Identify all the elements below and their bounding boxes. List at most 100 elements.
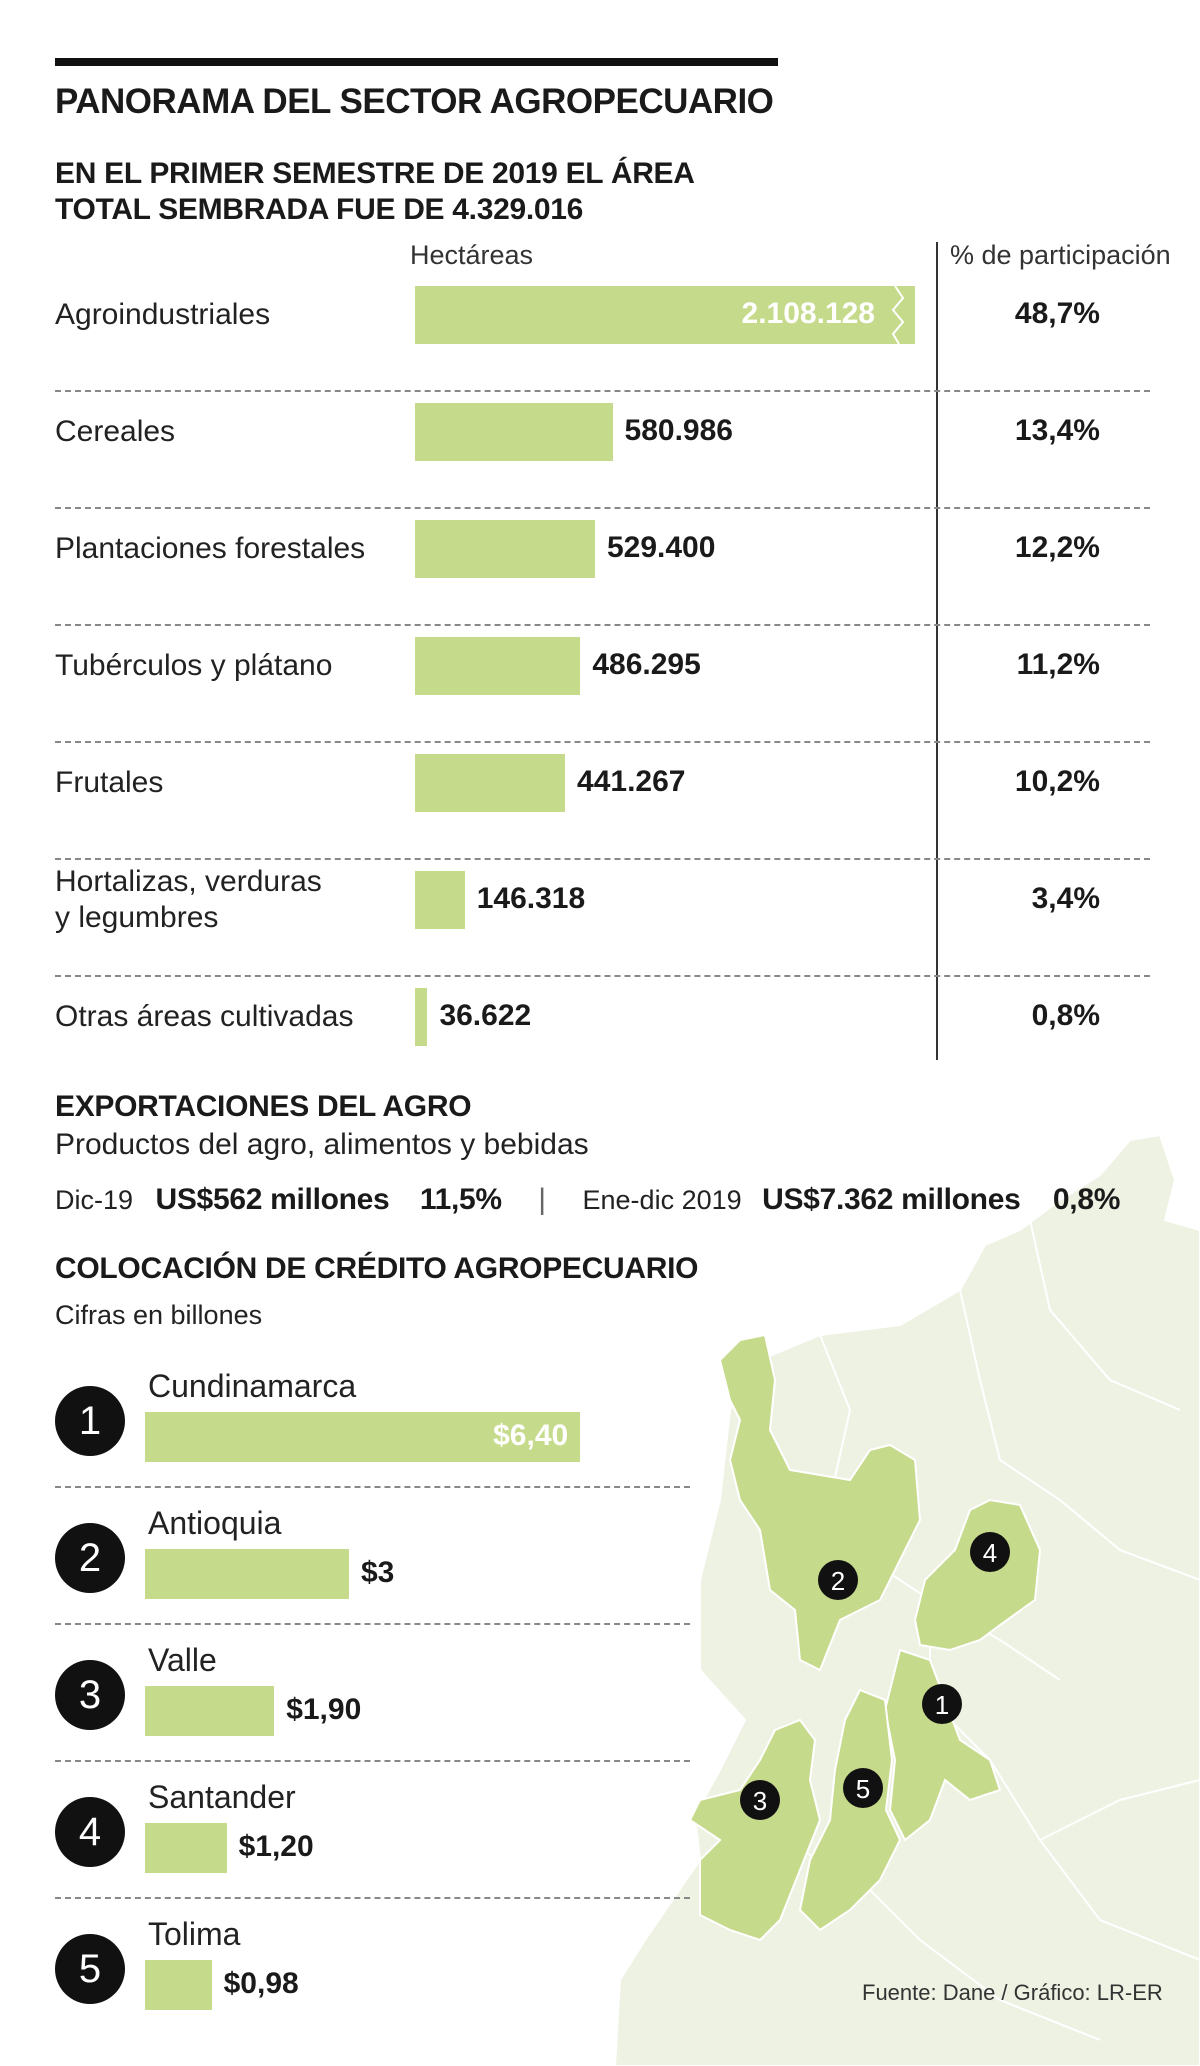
row-label-6: Hortalizas, verduras y legumbres — [55, 864, 322, 936]
credit-subtitle: Cifras en billones — [55, 1300, 263, 1330]
department-name-3: Valle — [148, 1642, 217, 1678]
value-label-5: 441.267 — [577, 765, 686, 798]
row-label-line: y legumbres — [55, 901, 219, 934]
page-title: PANORAMA DEL SECTOR AGROPECUARIO — [55, 82, 774, 121]
exports-dec-value: US$562 millones — [155, 1183, 390, 1216]
value-label-6: 146.318 — [476, 882, 586, 915]
rank-badge-4: 4 — [55, 1797, 125, 1867]
exports-separator: | — [538, 1183, 547, 1216]
bar-7 — [415, 988, 428, 1046]
share-label-1: 48,7% — [1014, 297, 1100, 330]
exports-year-value: US$7.362 millones — [762, 1183, 1021, 1216]
row-label-line: Plantaciones forestales — [55, 532, 366, 565]
credit-value-4: $1,20 — [238, 1830, 314, 1863]
exports-year-pct: 0,8% — [1052, 1183, 1121, 1216]
exports-dec-pct: 11,5% — [419, 1183, 502, 1216]
bar-3 — [415, 520, 595, 578]
value-label-2: 580.986 — [624, 414, 733, 447]
bar-4 — [415, 637, 581, 695]
credit-value-2: $3 — [361, 1556, 395, 1589]
column-header-participacion: % de participación — [950, 240, 1171, 270]
rank-badge-2: 2 — [55, 1523, 125, 1593]
column-header-hectareas: Hectáreas — [410, 240, 534, 270]
rank-badge-3: 3 — [55, 1660, 125, 1730]
row-label-1: Agroindustriales — [55, 297, 270, 333]
value-label-3: 529.400 — [606, 531, 716, 564]
bar-2 — [415, 403, 613, 461]
row-label-2: Cereales — [55, 414, 175, 450]
credit-bar-4 — [145, 1823, 227, 1873]
map-marker-3: 3 — [753, 1786, 767, 1816]
dept-antioquia — [718, 1333, 922, 1672]
row-label-7: Otras áreas cultivadas — [55, 999, 353, 1035]
exports-title: EXPORTACIONES DEL AGRO — [55, 1090, 472, 1123]
dept-santander — [913, 1498, 1042, 1652]
row-label-line: Otras áreas cultivadas — [55, 1000, 354, 1033]
top-rule — [55, 58, 778, 66]
credit-row-separator — [55, 1486, 690, 1488]
row-label-line: Frutales — [55, 766, 164, 799]
bar-1 — [415, 286, 915, 344]
credit-row-separator — [55, 1760, 690, 1762]
row-label-line: Agroindustriales — [55, 298, 271, 331]
department-name-4: Santander — [148, 1779, 296, 1815]
row-separator — [55, 975, 1150, 977]
value-label-1: 2.108.128 — [741, 297, 875, 330]
credit-bar-1 — [145, 1412, 581, 1462]
credit-value-1: $6,40 — [493, 1419, 569, 1452]
column-divider — [936, 242, 938, 1060]
dept-tolima — [798, 1688, 902, 1932]
row-separator — [55, 858, 1150, 860]
bar-6 — [415, 871, 465, 929]
highlighted-departments — [688, 1333, 1042, 1942]
map-marker-1: 1 — [935, 1690, 949, 1720]
row-label-line: Tubérculos y plátano — [55, 649, 333, 682]
row-label-line: Cereales — [55, 415, 176, 448]
credit-bar-5 — [145, 1960, 212, 2010]
colombia-map: 2 4 1 5 3 — [613, 1133, 1200, 2066]
row-separator — [55, 507, 1150, 509]
subtitle: EN EL PRIMER SEMESTRE DE 2019 EL ÁREA TO… — [55, 156, 695, 228]
value-label-7: 36.622 — [439, 999, 532, 1032]
share-label-7: 0,8% — [1031, 999, 1100, 1032]
exports-year-label: Ene-dic 2019 — [582, 1185, 742, 1215]
share-label-3: 12,2% — [1014, 531, 1100, 564]
credit-value-5: $0,98 — [223, 1967, 299, 2000]
share-label-5: 10,2% — [1014, 765, 1100, 798]
exports-dec-label: Dic-19 — [55, 1185, 134, 1215]
value-label-4: 486.295 — [592, 648, 701, 681]
exports-stats-row: Dic-19 US$562 millones 11,5% | Ene-dic 2… — [55, 1183, 1120, 1217]
rank-badge-5: 5 — [55, 1934, 125, 2004]
rank-badge-1: 1 — [55, 1386, 125, 1456]
row-separator — [55, 741, 1150, 743]
row-label-line: Hortalizas, verduras — [55, 865, 322, 898]
credit-bar-2 — [145, 1549, 349, 1599]
subtitle-line-1: EN EL PRIMER SEMESTRE DE 2019 EL ÁREA — [55, 157, 695, 190]
row-separator — [55, 624, 1150, 626]
source-note: Fuente: Dane / Gráfico: LR-ER — [862, 1980, 1163, 2005]
bar-5 — [415, 754, 566, 812]
map-marker-4: 4 — [983, 1538, 997, 1568]
department-name-1: Cundinamarca — [148, 1368, 357, 1404]
subtitle-line-2: TOTAL SEMBRADA FUE DE 4.329.016 — [55, 193, 584, 226]
map-markers: 2 4 1 5 3 — [740, 1532, 1010, 1820]
row-separator — [55, 390, 1150, 392]
credit-title: COLOCACIÓN DE CRÉDITO AGROPECUARIO — [55, 1252, 699, 1285]
truncation-mark — [891, 286, 905, 344]
credit-row-separator — [55, 1623, 690, 1625]
department-name-2: Antioquia — [148, 1505, 282, 1541]
share-label-6: 3,4% — [1031, 882, 1100, 915]
map-marker-5: 5 — [856, 1774, 870, 1804]
share-label-4: 11,2% — [1016, 648, 1100, 681]
map-marker-2: 2 — [831, 1566, 845, 1596]
row-label-4: Tubérculos y plátano — [55, 648, 332, 684]
department-name-5: Tolima — [148, 1916, 241, 1952]
share-label-2: 13,4% — [1014, 414, 1100, 447]
credit-value-3: $1,90 — [286, 1693, 362, 1726]
row-label-5: Frutales — [55, 765, 163, 801]
credit-row-separator — [55, 1897, 690, 1899]
dept-valle — [688, 1718, 822, 1942]
exports-subtitle: Productos del agro, alimentos y bebidas — [55, 1128, 589, 1161]
credit-bar-3 — [145, 1686, 275, 1736]
row-label-3: Plantaciones forestales — [55, 531, 365, 567]
